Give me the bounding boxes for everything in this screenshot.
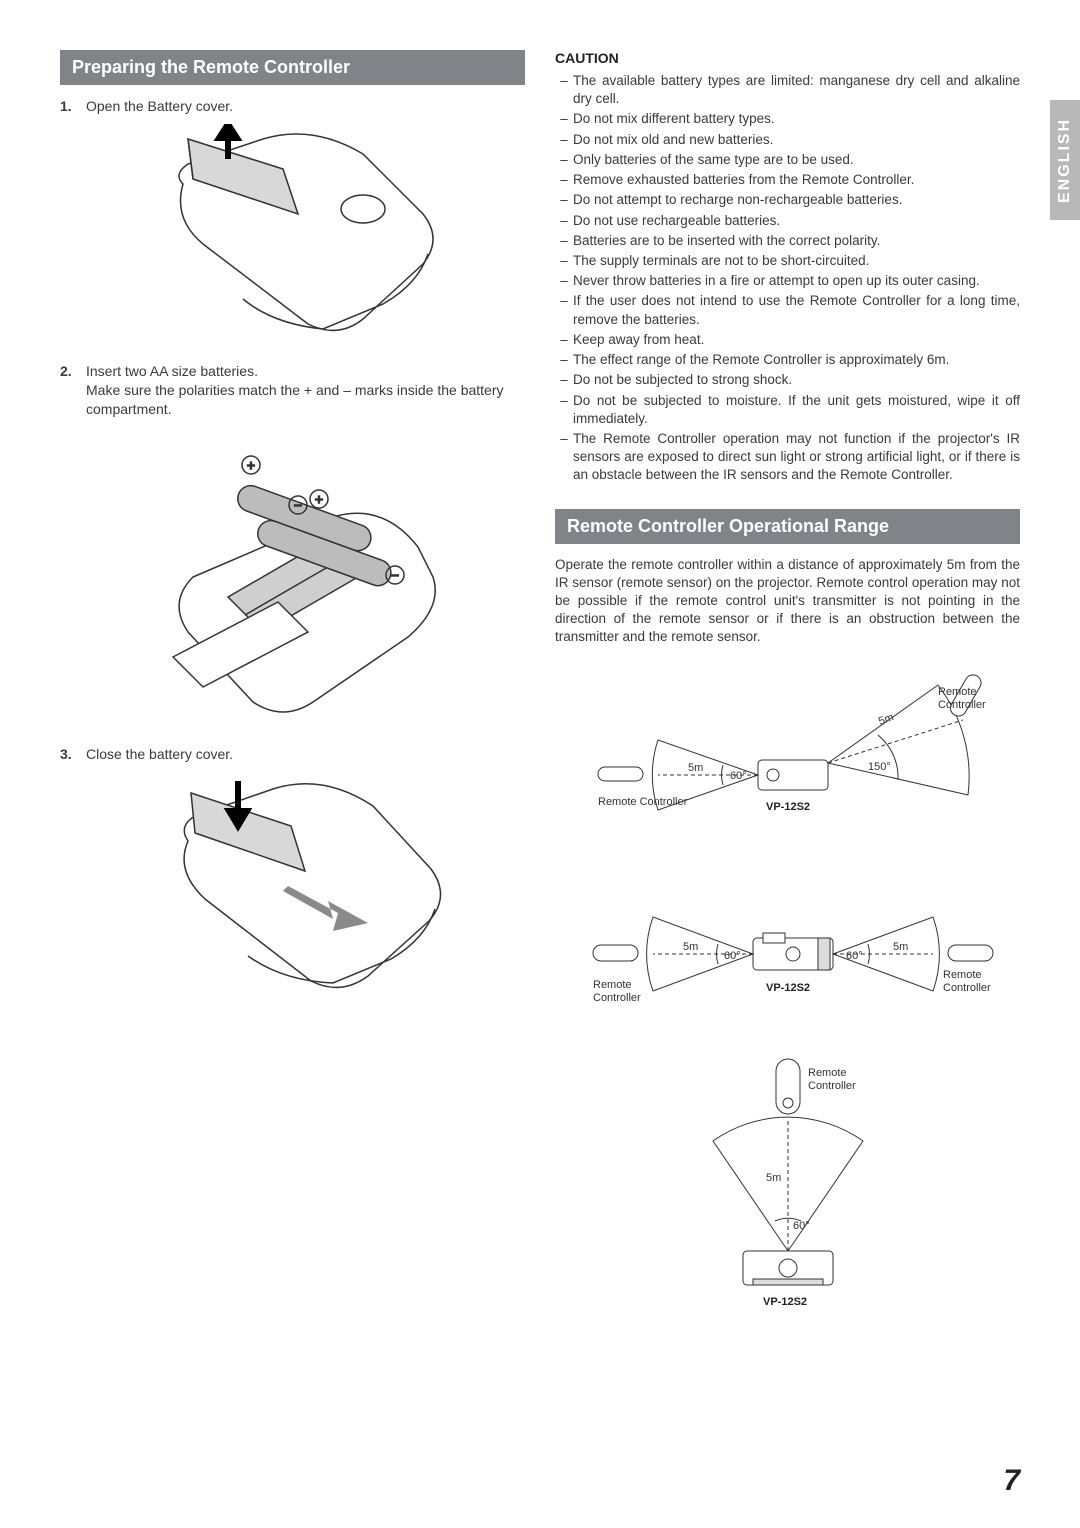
caution-text: If the user does not intend to use the R… [573, 292, 1020, 328]
page-number: 7 [1003, 1464, 1020, 1498]
caution-item: –Never throw batteries in a fire or atte… [555, 272, 1020, 290]
dash-icon: – [555, 171, 573, 189]
caution-text: Do not use rechargeable batteries. [573, 212, 1020, 230]
diag1-model: VP-12S2 [766, 801, 810, 813]
svg-text:Controller: Controller [943, 982, 991, 994]
step-2-line2: Make sure the polarities match the + and… [86, 381, 525, 419]
caution-text: Do not be subjected to moisture. If the … [573, 392, 1020, 428]
caution-item: –Do not mix old and new batteries. [555, 131, 1020, 149]
dash-icon: – [555, 292, 573, 328]
step-3-text: Close the battery cover. [86, 745, 525, 764]
range-body: Operate the remote controller within a d… [555, 556, 1020, 647]
dash-icon: – [555, 212, 573, 230]
caution-text: Keep away from heat. [573, 331, 1020, 349]
dash-icon: – [555, 252, 573, 270]
caution-item: –The Remote Controller operation may not… [555, 430, 1020, 485]
dash-icon: – [555, 272, 573, 290]
dash-icon: – [555, 331, 573, 349]
caution-text: Do not mix different battery types. [573, 110, 1020, 128]
diag2-remote-right: Remote [943, 969, 982, 981]
right-column: CAUTION –The available battery types are… [555, 50, 1020, 1311]
step-1-num: 1. [60, 97, 86, 116]
step-2-line1: Insert two AA size batteries. [86, 362, 525, 381]
caution-item: –If the user does not intend to use the … [555, 292, 1020, 328]
caution-item: –The available battery types are limited… [555, 72, 1020, 108]
caution-item: –Only batteries of the same type are to … [555, 151, 1020, 169]
dash-icon: – [555, 232, 573, 250]
caution-item: –Do not be subjected to strong shock. [555, 371, 1020, 389]
step-2-num: 2. [60, 362, 86, 419]
diag3-remote: Remote [808, 1067, 847, 1079]
diag1-dist-front: 5m [688, 762, 703, 774]
figure-open-cover [60, 124, 525, 344]
diag2-dist-left: 5m [683, 941, 698, 953]
caution-text: The supply terminals are not to be short… [573, 252, 1020, 270]
diag2-angle-left: 60° [724, 950, 741, 962]
svg-text:+: + [314, 491, 322, 507]
diag2-dist-right: 5m [893, 941, 908, 953]
caution-item: –Do not attempt to recharge non-recharge… [555, 191, 1020, 209]
svg-text:−: − [390, 567, 398, 583]
caution-list: –The available battery types are limited… [555, 72, 1020, 485]
dash-icon: – [555, 131, 573, 149]
dash-icon: – [555, 430, 573, 485]
range-diagram-3: Remote Controller 5m 60° VP-12S2 [658, 1051, 918, 1311]
dash-icon: – [555, 72, 573, 108]
range-diagram-1: Remote Controller Remote Controller 5m 6… [568, 665, 1008, 865]
svg-text:Controller: Controller [808, 1080, 856, 1092]
caution-item: –The supply terminals are not to be shor… [555, 252, 1020, 270]
caution-item: –Remove exhausted batteries from the Rem… [555, 171, 1020, 189]
diag2-remote-left: Remote [593, 979, 632, 991]
dash-icon: – [555, 191, 573, 209]
caution-text: Remove exhausted batteries from the Remo… [573, 171, 1020, 189]
caution-item: –Do not be subjected to moisture. If the… [555, 392, 1020, 428]
caution-text: Do not attempt to recharge non-rechargea… [573, 191, 1020, 209]
dash-icon: – [555, 351, 573, 369]
caution-item: –The effect range of the Remote Controll… [555, 351, 1020, 369]
dash-icon: – [555, 110, 573, 128]
dash-icon: – [555, 371, 573, 389]
range-diagram-2: Remote Controller Remote Controller 5m 6… [568, 883, 1008, 1033]
step-1: 1. Open the Battery cover. [60, 97, 525, 116]
range-figures: Remote Controller Remote Controller 5m 6… [555, 665, 1020, 1311]
caution-item: –Do not mix different battery types. [555, 110, 1020, 128]
diag3-model: VP-12S2 [763, 1296, 807, 1308]
caution-item: –Batteries are to be inserted with the c… [555, 232, 1020, 250]
dash-icon: – [555, 151, 573, 169]
section-title-preparing: Preparing the Remote Controller [60, 50, 525, 85]
figure-insert-batteries: + − + − [60, 427, 525, 727]
caution-text: Never throw batteries in a fire or attem… [573, 272, 1020, 290]
step-2: 2. Insert two AA size batteries. Make su… [60, 362, 525, 419]
step-3-num: 3. [60, 745, 86, 764]
diag2-model: VP-12S2 [766, 982, 810, 994]
caution-text: Do not mix old and new batteries. [573, 131, 1020, 149]
caution-text: The available battery types are limited:… [573, 72, 1020, 108]
caution-text: Do not be subjected to strong shock. [573, 371, 1020, 389]
diag1-remote-left-label: Remote Controller [598, 796, 688, 808]
svg-text:Controller: Controller [593, 992, 641, 1004]
left-column: Preparing the Remote Controller 1. Open … [60, 50, 525, 1311]
diag1-remote-top-label: Remote [938, 686, 977, 698]
diag1-angle-corner: 150° [868, 761, 891, 773]
step-3: 3. Close the battery cover. [60, 745, 525, 764]
caution-title: CAUTION [555, 50, 1020, 66]
step-1-text: Open the Battery cover. [86, 97, 525, 116]
section-title-range: Remote Controller Operational Range [555, 509, 1020, 544]
caution-text: Batteries are to be inserted with the co… [573, 232, 1020, 250]
diag3-angle: 60° [793, 1220, 810, 1232]
svg-text:−: − [293, 497, 301, 513]
diag3-dist: 5m [766, 1172, 781, 1184]
diag2-angle-right: 60° [846, 950, 863, 962]
diag1-angle-front: 60° [730, 770, 747, 782]
svg-text:+: + [246, 457, 254, 473]
caution-item: –Keep away from heat. [555, 331, 1020, 349]
svg-text:Controller: Controller [938, 699, 986, 711]
figure-close-cover [60, 771, 525, 1001]
caution-item: –Do not use rechargeable batteries. [555, 212, 1020, 230]
dash-icon: – [555, 392, 573, 428]
caution-text: The Remote Controller operation may not … [573, 430, 1020, 485]
caution-text: Only batteries of the same type are to b… [573, 151, 1020, 169]
caution-text: The effect range of the Remote Controlle… [573, 351, 1020, 369]
language-tab: ENGLISH [1050, 100, 1080, 220]
